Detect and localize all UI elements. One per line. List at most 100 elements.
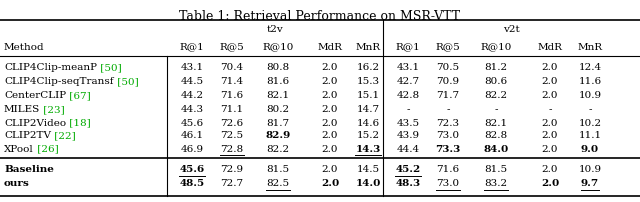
- Text: 72.5: 72.5: [220, 132, 244, 141]
- Text: 48.5: 48.5: [179, 180, 205, 188]
- Text: R@1: R@1: [396, 42, 420, 52]
- Text: 44.3: 44.3: [180, 105, 204, 115]
- Text: 15.3: 15.3: [356, 78, 380, 86]
- Text: 71.6: 71.6: [220, 92, 244, 101]
- Text: 2.0: 2.0: [541, 144, 558, 154]
- Text: 83.2: 83.2: [484, 180, 508, 188]
- Text: 44.2: 44.2: [180, 92, 204, 101]
- Text: CenterCLIP: CenterCLIP: [4, 92, 66, 101]
- Text: 72.3: 72.3: [436, 119, 460, 127]
- Text: 2.0: 2.0: [541, 92, 558, 101]
- Text: Method: Method: [4, 42, 45, 52]
- Text: Table 1: Retrieval Performance on MSR-VTT: Table 1: Retrieval Performance on MSR-VT…: [179, 10, 461, 23]
- Text: 72.6: 72.6: [220, 119, 244, 127]
- Text: [23]: [23]: [40, 105, 65, 115]
- Text: 12.4: 12.4: [579, 63, 602, 73]
- Text: 70.4: 70.4: [220, 63, 244, 73]
- Text: 80.2: 80.2: [266, 105, 289, 115]
- Text: [50]: [50]: [97, 63, 122, 73]
- Text: 82.2: 82.2: [266, 144, 289, 154]
- Text: 15.2: 15.2: [356, 132, 380, 141]
- Text: 2.0: 2.0: [541, 180, 559, 188]
- Text: 2.0: 2.0: [322, 165, 339, 175]
- Text: 42.7: 42.7: [396, 78, 420, 86]
- Text: 82.1: 82.1: [484, 119, 508, 127]
- Text: [18]: [18]: [66, 119, 91, 127]
- Text: 2.0: 2.0: [322, 92, 339, 101]
- Text: MnR: MnR: [577, 42, 603, 52]
- Text: MILES: MILES: [4, 105, 40, 115]
- Text: MdR: MdR: [538, 42, 563, 52]
- Text: 81.5: 81.5: [266, 165, 289, 175]
- Text: 45.6: 45.6: [179, 165, 205, 175]
- Text: 2.0: 2.0: [322, 144, 339, 154]
- Text: 45.6: 45.6: [180, 119, 204, 127]
- Text: 81.7: 81.7: [266, 119, 289, 127]
- Text: 42.8: 42.8: [396, 92, 420, 101]
- Text: 82.8: 82.8: [484, 132, 508, 141]
- Text: 81.6: 81.6: [266, 78, 289, 86]
- Text: 2.0: 2.0: [322, 132, 339, 141]
- Text: 45.2: 45.2: [396, 165, 420, 175]
- Text: 72.8: 72.8: [220, 144, 244, 154]
- Text: CLIP4Clip-meanP: CLIP4Clip-meanP: [4, 63, 97, 73]
- Text: MdR: MdR: [317, 42, 342, 52]
- Text: ours: ours: [4, 180, 29, 188]
- Text: 82.5: 82.5: [266, 180, 289, 188]
- Text: 70.9: 70.9: [436, 78, 460, 86]
- Text: 82.9: 82.9: [266, 132, 291, 141]
- Text: 2.0: 2.0: [541, 78, 558, 86]
- Text: 81.5: 81.5: [484, 165, 508, 175]
- Text: [67]: [67]: [66, 92, 91, 101]
- Text: 73.0: 73.0: [436, 180, 460, 188]
- Text: 43.9: 43.9: [396, 132, 420, 141]
- Text: 43.1: 43.1: [396, 63, 420, 73]
- Text: 71.7: 71.7: [436, 92, 460, 101]
- Text: 10.9: 10.9: [579, 92, 602, 101]
- Text: 82.2: 82.2: [484, 92, 508, 101]
- Text: 2.0: 2.0: [541, 119, 558, 127]
- Text: 15.1: 15.1: [356, 92, 380, 101]
- Text: 2.0: 2.0: [541, 63, 558, 73]
- Text: XPool: XPool: [4, 144, 34, 154]
- Text: 71.6: 71.6: [436, 165, 460, 175]
- Text: 48.3: 48.3: [396, 180, 420, 188]
- Text: R@1: R@1: [180, 42, 204, 52]
- Text: CLIP2TV: CLIP2TV: [4, 132, 51, 141]
- Text: 44.5: 44.5: [180, 78, 204, 86]
- Text: 14.3: 14.3: [355, 144, 381, 154]
- Text: -: -: [548, 105, 552, 115]
- Text: MnR: MnR: [355, 42, 381, 52]
- Text: R@10: R@10: [480, 42, 512, 52]
- Text: 43.1: 43.1: [180, 63, 204, 73]
- Text: R@5: R@5: [220, 42, 244, 52]
- Text: 2.0: 2.0: [322, 78, 339, 86]
- Text: 14.0: 14.0: [355, 180, 381, 188]
- Text: 14.6: 14.6: [356, 119, 380, 127]
- Text: 2.0: 2.0: [541, 132, 558, 141]
- Text: 70.5: 70.5: [436, 63, 460, 73]
- Text: 2.0: 2.0: [322, 63, 339, 73]
- Text: CLIP2Video: CLIP2Video: [4, 119, 66, 127]
- Text: v2t: v2t: [503, 25, 520, 35]
- Text: 11.1: 11.1: [579, 132, 602, 141]
- Text: CLIP4Clip-seqTransf: CLIP4Clip-seqTransf: [4, 78, 113, 86]
- Text: -: -: [494, 105, 498, 115]
- Text: 14.5: 14.5: [356, 165, 380, 175]
- Text: [26]: [26]: [34, 144, 58, 154]
- Text: -: -: [406, 105, 410, 115]
- Text: 9.0: 9.0: [581, 144, 599, 154]
- Text: 82.1: 82.1: [266, 92, 289, 101]
- Text: -: -: [446, 105, 450, 115]
- Text: 2.0: 2.0: [322, 119, 339, 127]
- Text: 14.7: 14.7: [356, 105, 380, 115]
- Text: R@5: R@5: [436, 42, 460, 52]
- Text: 73.0: 73.0: [436, 132, 460, 141]
- Text: 11.6: 11.6: [579, 78, 602, 86]
- Text: -: -: [588, 105, 592, 115]
- Text: 72.9: 72.9: [220, 165, 244, 175]
- Text: 84.0: 84.0: [483, 144, 509, 154]
- Text: 46.9: 46.9: [180, 144, 204, 154]
- Text: 9.7: 9.7: [581, 180, 599, 188]
- Text: 46.1: 46.1: [180, 132, 204, 141]
